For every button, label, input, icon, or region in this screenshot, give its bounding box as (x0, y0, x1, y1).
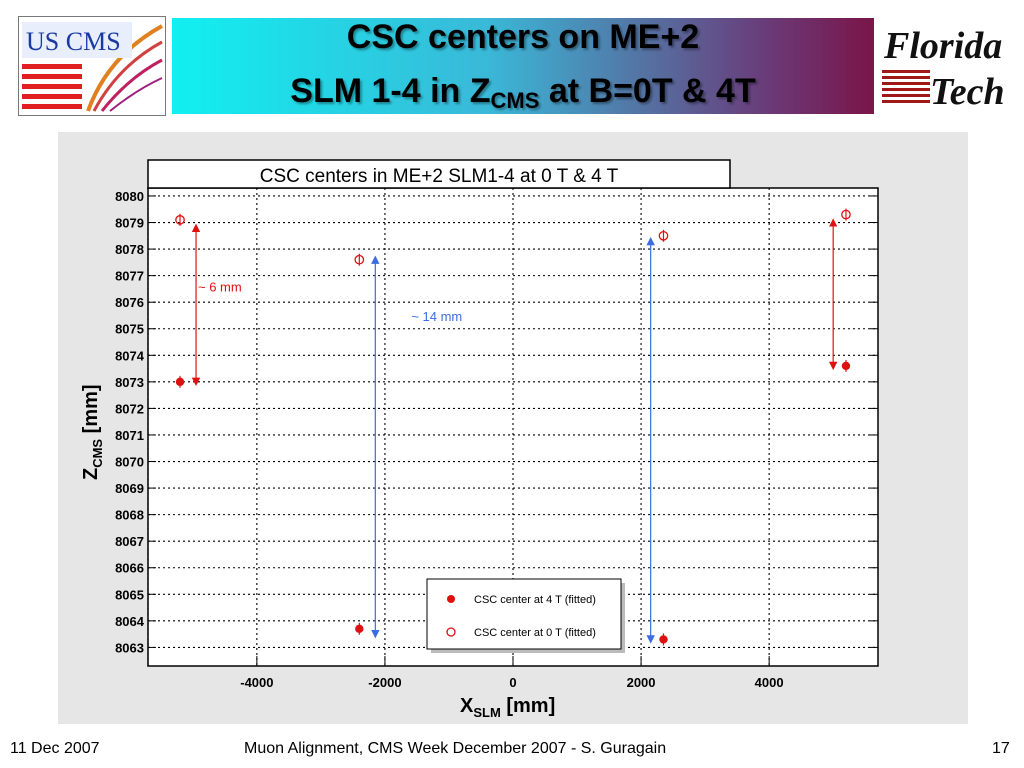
y-axis-label: ZCMS [mm] (80, 384, 105, 480)
title-line2-sub: CMS (490, 88, 540, 113)
y-tick-label: 8078 (115, 242, 144, 257)
point-4t (659, 635, 668, 644)
x-axis-label: XSLM [mm] (460, 695, 555, 720)
y-tick-label: 8067 (115, 534, 144, 549)
y-tick-label: 8072 (115, 401, 144, 416)
y-tick-label: 8075 (115, 322, 144, 337)
point-4t (841, 361, 851, 371)
y-tick-label: 8064 (115, 614, 145, 629)
x-axis-label-unit: [mm] (501, 695, 555, 717)
annotation-label: ~ 6 mm (198, 280, 242, 295)
point-0t (354, 254, 365, 265)
annotation-label: ~ 14 mm (411, 309, 462, 324)
y-tick-label: 8069 (115, 481, 144, 496)
data-points (175, 208, 851, 646)
y-tick-label: 8080 (115, 189, 144, 204)
y-tick-label: 8076 (115, 295, 144, 310)
y-tick-label: 8077 (115, 269, 144, 284)
x-axis-label-main: X (460, 695, 474, 717)
y-axis-ticks: 8063 8064 8065 8066 8067 8068 8069 8070 8071 8072… (115, 189, 878, 655)
x-axis-ticks: -4000 -2000 0 2000 4000 (240, 656, 784, 690)
uscms-logo: US CMS (18, 16, 166, 116)
florida-tech-logo: Florida Tech (882, 25, 1005, 113)
y-tick-label: 8066 (115, 561, 144, 576)
legend-label-4t: CSC center at 4 T (fitted) (474, 594, 596, 606)
legend: CSC center at 4 T (fitted) CSC center at… (426, 578, 625, 653)
point-4t (355, 624, 364, 634)
florida-tech-logo-line1: Florida (883, 25, 1002, 67)
legend-marker-0t (446, 627, 456, 637)
y-tick-label: 8073 (115, 375, 144, 390)
x-tick-label: 4000 (755, 675, 784, 690)
footer-center: Muon Alignment, CMS Week December 2007 -… (244, 740, 667, 757)
y-tick-label: 8065 (115, 587, 144, 602)
legend-box (426, 578, 622, 650)
footer-date: 11 Dec 2007 (10, 740, 100, 757)
y-axis-label-main: Z (80, 468, 102, 480)
title-banner (172, 18, 874, 114)
x-tick-label: -4000 (240, 675, 273, 690)
x-axis-label-sub: SLM (473, 705, 500, 720)
point-0t (841, 209, 851, 220)
slide-title-line2: SLM 1-4 in ZCMS at B=0T & 4T (172, 72, 874, 114)
page-number: 17 (992, 740, 1010, 757)
chart-title-box (147, 159, 731, 189)
y-axis-label-sub: CMS (90, 439, 105, 468)
y-tick-label: 8068 (115, 508, 144, 523)
y-tick-label: 8063 (115, 640, 144, 655)
slide-title-line1: CSC centers on ME+2 (346, 18, 700, 56)
y-axis-label-unit: [mm] (80, 384, 102, 438)
y-tick-label: 8079 (115, 216, 144, 231)
florida-tech-logo-line2: Tech (930, 71, 1005, 113)
y-tick-label: 8071 (115, 428, 144, 443)
x-tick-label: -2000 (368, 675, 401, 690)
annotation-arrows: ~ 6 mm ~ 14 mm (191, 218, 838, 644)
point-4t (175, 377, 185, 387)
point-0t (658, 230, 669, 241)
title-line2-pre: SLM 1-4 in Z (290, 72, 491, 110)
x-tick-label: 2000 (627, 675, 656, 690)
uscms-logo-text: US CMS (26, 27, 121, 56)
y-tick-label: 8070 (115, 455, 144, 470)
y-tick-label: 8074 (115, 348, 145, 363)
title-line2-post: at B=0T & 4T (539, 72, 756, 110)
point-0t (175, 215, 185, 225)
x-tick-label: 0 (509, 675, 516, 690)
legend-marker-4t (447, 595, 455, 603)
chart-title: CSC centers in ME+2 SLM1-4 at 0 T & 4 T (260, 166, 619, 187)
legend-label-0t: CSC center at 0 T (fitted) (474, 627, 596, 639)
